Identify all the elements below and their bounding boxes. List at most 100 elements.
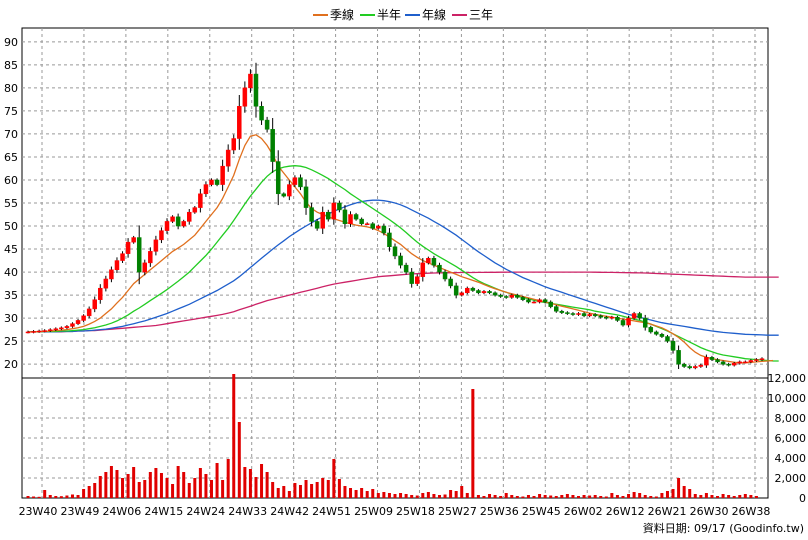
candle-body [726, 363, 731, 366]
candle-body [670, 340, 676, 351]
candle-body [198, 193, 203, 208]
volume-bar [210, 480, 213, 498]
volume-tick-label: 12,000 [768, 372, 807, 385]
volume-bar [182, 472, 186, 498]
candle-body [470, 287, 476, 291]
candle-body [36, 330, 42, 333]
candle-body [337, 202, 342, 211]
volume-bar [376, 493, 380, 498]
volume-bar [732, 496, 736, 498]
candle-body [414, 276, 420, 284]
volume-tick-label: 8,000 [775, 412, 807, 425]
volume-bar [488, 494, 492, 498]
volume-bar [621, 496, 625, 498]
candle-body [715, 359, 720, 363]
candle-body [359, 218, 364, 224]
candle-body [453, 285, 459, 296]
volume-bar [343, 486, 347, 498]
x-tick-label: 24W15 [144, 505, 183, 518]
volume-bar [193, 478, 197, 498]
volume-bar [499, 496, 503, 498]
candle-body [698, 364, 704, 367]
price-tick-label: 55 [4, 197, 18, 210]
legend-label-quarter: 季線 [330, 7, 354, 22]
x-tick-label: 24W06 [102, 505, 141, 518]
volume-bar [632, 492, 636, 498]
volume-bar [716, 496, 720, 498]
volume-bar [437, 495, 441, 498]
volume-bar [126, 474, 130, 498]
candle-body [187, 211, 192, 222]
candle-body [125, 241, 131, 254]
price-tick-label: 35 [4, 289, 18, 302]
candle-body [353, 214, 359, 220]
candle-body [720, 361, 726, 365]
volume-bar [187, 483, 191, 498]
candle-body [615, 316, 620, 321]
price-tick-label: 20 [4, 358, 18, 371]
candle-body [631, 313, 637, 319]
candle-body [98, 287, 103, 300]
volume-bar [37, 496, 41, 498]
volume-bar [421, 493, 425, 498]
candle-body [704, 357, 709, 366]
volume-bar [237, 422, 241, 498]
volume-bar [593, 495, 597, 498]
x-tick-label: 26W02 [564, 505, 603, 518]
candle-body [270, 129, 275, 162]
candle-body [131, 237, 136, 243]
volume-bar [115, 470, 119, 498]
candle-body [47, 329, 53, 331]
volume-bar [754, 496, 758, 498]
volume-bar [332, 459, 336, 498]
volume-bar [310, 484, 314, 498]
candle-body [387, 232, 392, 247]
volume-bar [449, 490, 453, 498]
candle-body [526, 299, 531, 303]
volume-bar [743, 494, 747, 498]
candle-body [192, 207, 198, 213]
price-tick-label: 60 [4, 174, 18, 187]
volume-bar [704, 493, 708, 498]
data-date-footer: 資料日期: 09/17 (Goodinfo.tw) [643, 521, 804, 535]
candle-body [348, 214, 353, 224]
candle-body [537, 299, 542, 303]
volume-bar [471, 389, 475, 498]
candle-body [142, 262, 148, 273]
volume-bar [460, 486, 464, 498]
candle-body [153, 239, 159, 252]
volume-bar [198, 468, 202, 498]
volume-bar [215, 463, 219, 498]
candle-body [136, 237, 142, 273]
price-axis-ticks: 20 25 30 35 40 45 50 55 60 65 70 75 80 85 90 [4, 36, 18, 371]
x-tick-label: 24W24 [186, 505, 225, 518]
candle-body [31, 331, 36, 333]
volume-bar [121, 478, 125, 498]
candle-body [626, 317, 631, 326]
volume-bar [315, 482, 319, 498]
volume-bar [271, 482, 275, 498]
candle-body [64, 326, 70, 329]
candle-body [303, 186, 309, 208]
volume-bar [265, 472, 269, 498]
candle-body [292, 177, 298, 185]
grid-lines [22, 28, 768, 498]
candle-body [748, 360, 754, 363]
ma-3year-line [28, 271, 779, 333]
candle-body [576, 313, 581, 315]
candle-body [665, 336, 670, 342]
candle-body [381, 225, 387, 234]
volume-bar [526, 495, 530, 498]
candle-body [398, 255, 403, 266]
volume-bar [538, 494, 542, 498]
candle-body [148, 251, 153, 264]
volume-bar [604, 496, 608, 498]
volume-bar [643, 495, 647, 498]
candle-body [175, 216, 181, 227]
candle-body [481, 291, 487, 294]
candle-body [298, 177, 303, 188]
price-tick-label: 70 [4, 128, 18, 141]
candle-body [492, 292, 498, 296]
candle-body [687, 366, 692, 369]
candle-body [681, 363, 687, 367]
